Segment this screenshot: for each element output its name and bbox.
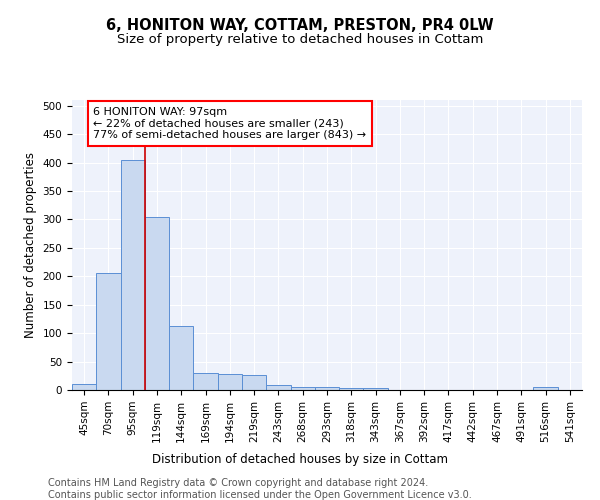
Bar xyxy=(290,386,315,390)
Bar xyxy=(242,375,266,390)
Bar xyxy=(169,326,193,390)
Bar xyxy=(533,387,558,390)
Y-axis label: Number of detached properties: Number of detached properties xyxy=(24,152,37,338)
Text: Distribution of detached houses by size in Cottam: Distribution of detached houses by size … xyxy=(152,452,448,466)
Text: Contains public sector information licensed under the Open Government Licence v3: Contains public sector information licen… xyxy=(48,490,472,500)
Text: Size of property relative to detached houses in Cottam: Size of property relative to detached ho… xyxy=(117,32,483,46)
Bar xyxy=(72,384,96,390)
Bar xyxy=(339,388,364,390)
Text: Contains HM Land Registry data © Crown copyright and database right 2024.: Contains HM Land Registry data © Crown c… xyxy=(48,478,428,488)
Bar xyxy=(96,274,121,390)
Bar xyxy=(315,387,339,390)
Bar xyxy=(266,386,290,390)
Bar xyxy=(121,160,145,390)
Bar xyxy=(145,216,169,390)
Text: 6 HONITON WAY: 97sqm
← 22% of detached houses are smaller (243)
77% of semi-deta: 6 HONITON WAY: 97sqm ← 22% of detached h… xyxy=(94,107,367,140)
Bar xyxy=(364,388,388,390)
Text: 6, HONITON WAY, COTTAM, PRESTON, PR4 0LW: 6, HONITON WAY, COTTAM, PRESTON, PR4 0LW xyxy=(106,18,494,32)
Bar xyxy=(193,373,218,390)
Bar xyxy=(218,374,242,390)
